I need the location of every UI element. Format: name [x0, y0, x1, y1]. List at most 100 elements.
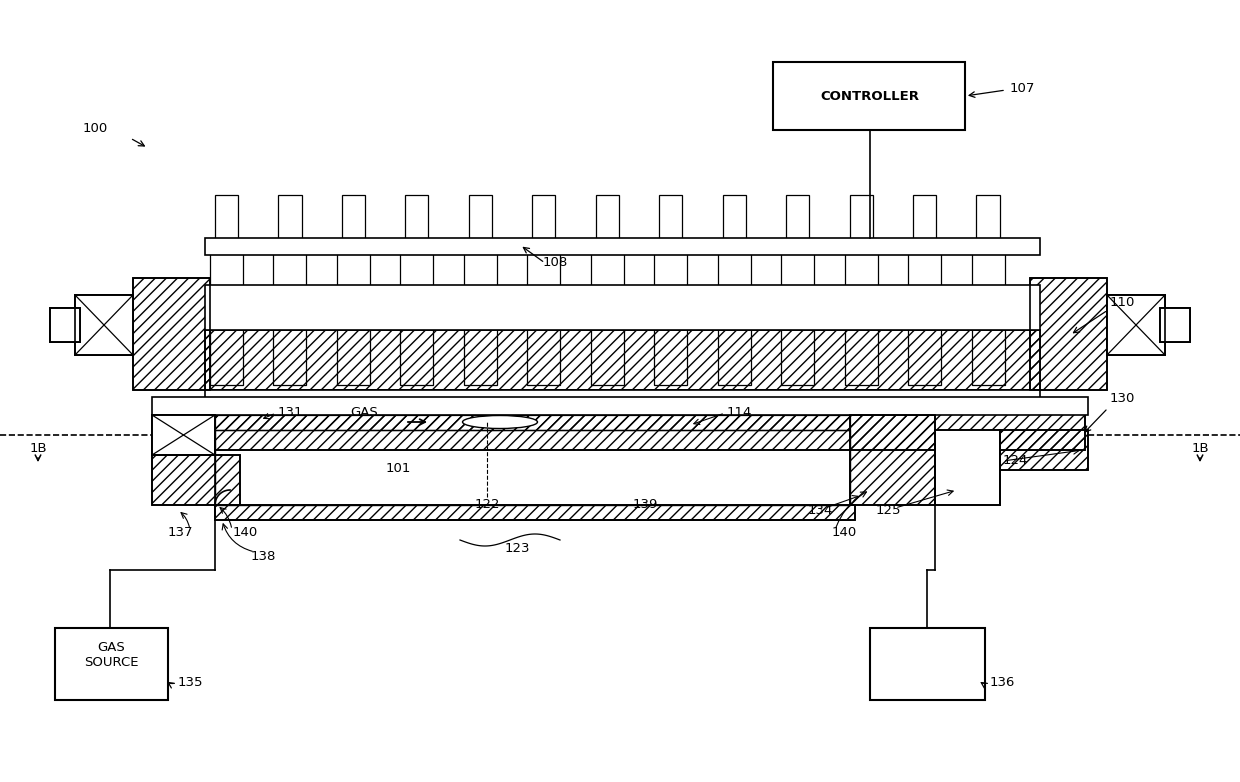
Bar	[913, 195, 936, 240]
Text: 122: 122	[474, 498, 500, 511]
Bar	[532, 195, 556, 240]
Bar	[1030, 278, 1107, 390]
Bar	[153, 415, 215, 455]
Bar	[590, 255, 624, 285]
Bar	[849, 415, 935, 505]
Bar	[718, 255, 750, 285]
Bar	[50, 308, 81, 342]
Bar	[405, 195, 429, 240]
Bar	[655, 250, 687, 385]
Bar	[908, 250, 941, 385]
Bar	[210, 255, 243, 285]
Bar	[1159, 308, 1190, 342]
Bar	[401, 250, 434, 385]
Bar	[205, 390, 1040, 410]
Bar	[844, 255, 878, 285]
Text: CONTROLLER: CONTROLLER	[821, 89, 920, 102]
Text: 1B: 1B	[30, 442, 47, 454]
Text: 124: 124	[1003, 454, 1028, 467]
Bar	[155, 410, 1085, 450]
Bar	[401, 255, 434, 285]
Text: 134: 134	[807, 504, 833, 516]
Text: GAS: GAS	[350, 406, 378, 418]
Bar	[205, 330, 1040, 390]
Bar	[50, 308, 81, 342]
Bar	[153, 455, 241, 505]
Bar	[205, 330, 1040, 390]
Bar	[1159, 308, 1190, 342]
Text: 123: 123	[505, 541, 529, 554]
Bar	[153, 455, 241, 505]
Bar	[1159, 308, 1190, 342]
Bar	[153, 415, 215, 455]
Bar	[781, 255, 815, 285]
Bar	[527, 250, 560, 385]
Bar	[935, 430, 999, 505]
Bar	[74, 295, 133, 355]
Bar	[773, 62, 965, 130]
Bar	[205, 238, 1040, 255]
Bar	[469, 195, 492, 240]
Bar	[844, 250, 878, 385]
Text: 114: 114	[727, 406, 753, 418]
Bar	[342, 195, 365, 240]
Bar	[50, 308, 81, 342]
Bar	[55, 628, 167, 700]
Ellipse shape	[463, 415, 537, 429]
Bar	[870, 628, 985, 700]
Bar	[655, 255, 687, 285]
Bar	[74, 295, 133, 355]
Bar	[1107, 295, 1166, 355]
Bar	[205, 285, 1040, 330]
Text: 107: 107	[1011, 81, 1035, 95]
Bar	[274, 250, 306, 385]
Bar	[153, 415, 215, 455]
Bar	[153, 397, 1087, 415]
Text: 101: 101	[386, 461, 410, 475]
Text: 130: 130	[1110, 392, 1136, 404]
Bar	[464, 255, 497, 285]
Text: 135: 135	[179, 676, 203, 690]
Bar	[999, 430, 1087, 470]
Bar	[718, 250, 750, 385]
Bar	[935, 430, 999, 505]
Bar	[215, 195, 238, 240]
Bar	[908, 255, 941, 285]
Bar	[133, 278, 210, 390]
Bar	[595, 195, 619, 240]
Text: 139: 139	[632, 498, 657, 511]
Text: 1B: 1B	[1192, 442, 1209, 454]
Bar	[1030, 278, 1107, 390]
Bar	[215, 430, 849, 505]
Bar	[971, 255, 1004, 285]
Bar	[215, 505, 856, 520]
Bar	[971, 250, 1004, 385]
Bar	[999, 430, 1087, 470]
Bar	[1107, 295, 1166, 355]
Bar	[849, 415, 935, 505]
Bar	[337, 250, 370, 385]
Bar	[590, 250, 624, 385]
Bar	[215, 415, 849, 430]
Bar	[527, 255, 560, 285]
Text: 110: 110	[1110, 296, 1136, 310]
Text: 108: 108	[542, 256, 568, 270]
Bar	[849, 195, 873, 240]
Bar	[215, 415, 849, 430]
Bar	[660, 195, 682, 240]
Bar	[781, 250, 815, 385]
Bar	[1107, 295, 1166, 355]
Text: 140: 140	[832, 526, 857, 540]
Bar	[279, 195, 301, 240]
Bar	[274, 255, 306, 285]
Bar	[215, 505, 856, 520]
Text: 125: 125	[875, 504, 900, 516]
Text: GAS
SOURCE: GAS SOURCE	[84, 641, 138, 669]
Bar	[210, 250, 243, 385]
Bar	[74, 295, 133, 355]
Text: 140: 140	[233, 526, 258, 540]
Bar	[723, 195, 745, 240]
Bar	[337, 255, 370, 285]
Bar	[786, 195, 810, 240]
Text: 138: 138	[250, 551, 275, 564]
